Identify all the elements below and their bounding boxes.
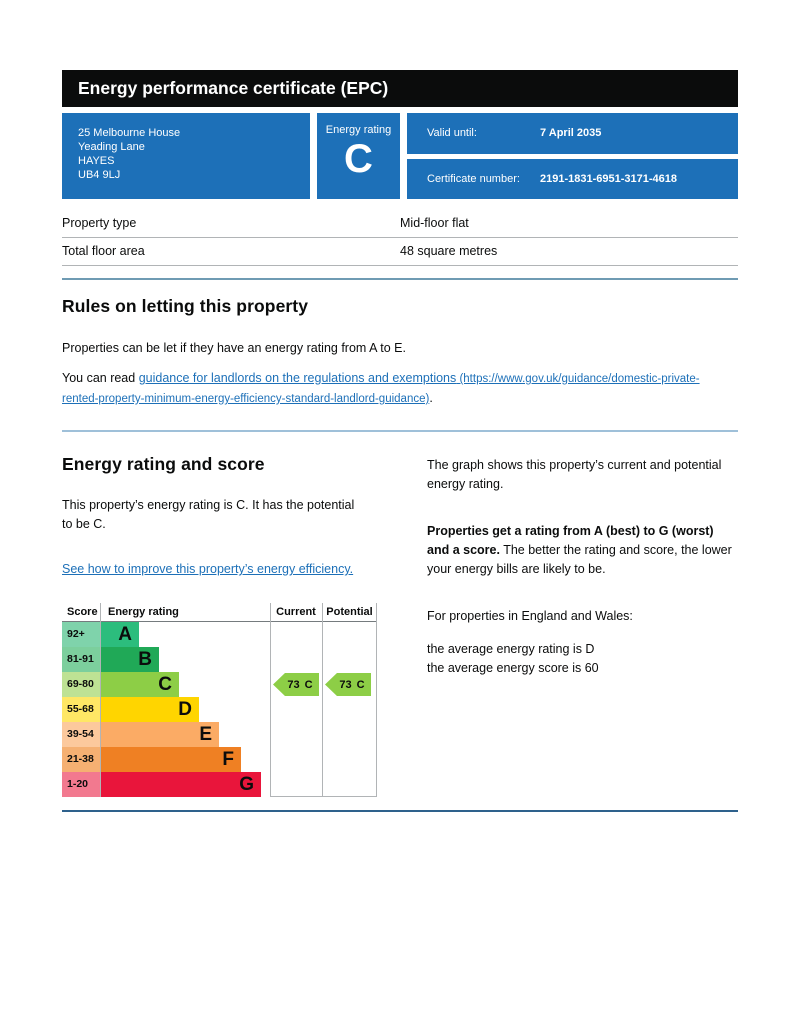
address-line-2: Yeading Lane (78, 141, 145, 153)
section-divider (62, 810, 738, 812)
band-c-bar: C (100, 672, 179, 697)
energy-rating-box: Energy rating C (317, 113, 400, 199)
band-row-f: 21-38 F (62, 747, 377, 772)
epc-document: Energy performance certificate (EPC) 25 … (62, 70, 738, 812)
band-g-score-range: 1-20 (62, 772, 100, 797)
band-row-b: 81-91 B (62, 647, 377, 672)
rating-explanation-bold: Properties get a rating from A (best) to… (427, 524, 714, 557)
band-b-bar: B (100, 647, 159, 672)
property-details-table: Property type Mid-floor flat Total floor… (62, 210, 738, 266)
rating-left-column: Energy rating and score This property’s … (62, 454, 402, 797)
band-a-letter: A (118, 624, 132, 645)
potential-rating-arrow: 73 C (325, 673, 371, 696)
band-e-letter: E (199, 724, 212, 745)
floor-area-value: 48 square metres (400, 244, 498, 258)
rating-section: Energy rating and score This property’s … (62, 454, 738, 797)
table-row: Property type Mid-floor flat (62, 210, 738, 238)
average-stats: the average energy rating is D the avera… (427, 640, 738, 678)
rating-intro: This property’s energy rating is C. It h… (62, 498, 355, 531)
page-title: Energy performance certificate (EPC) (78, 78, 389, 98)
potential-score: 73 (339, 678, 352, 691)
address-line-4: UB4 9LJ (78, 169, 121, 181)
address-line-3: HAYES (78, 155, 115, 167)
valid-until-row: Valid until: 7 April 2035 (407, 113, 738, 154)
chart-gridline (376, 603, 377, 797)
rating-heading: Energy rating and score (62, 454, 265, 474)
band-row-c: 69-80 C (62, 672, 377, 697)
property-type-value: Mid-floor flat (400, 216, 469, 230)
chart-gridline (322, 603, 323, 797)
band-row-d: 55-68 D (62, 697, 377, 722)
band-d-score-range: 55-68 (62, 697, 100, 722)
rules-heading: Rules on letting this property (62, 296, 309, 316)
band-f-bar: F (100, 747, 241, 772)
band-row-e: 39-54 E (62, 722, 377, 747)
table-row: Total floor area 48 square metres (62, 238, 738, 266)
band-g-letter: G (239, 774, 254, 795)
document-title-bar: Energy performance certificate (EPC) (62, 70, 738, 107)
epc-rating-chart: Score Energy rating Current Potential 92… (62, 603, 377, 797)
england-wales-intro: For properties in England and Wales: (427, 609, 633, 623)
landlord-guidance-link-url: (https://www.gov.uk/guidance/domestic-pr… (62, 373, 700, 405)
rules-section: Rules on letting this property Propertie… (62, 296, 738, 409)
chart-gridline (270, 796, 377, 797)
rules-paragraph: Properties can be let if they have an en… (62, 341, 406, 355)
band-c-score-range: 69-80 (62, 672, 100, 697)
valid-until-label: Valid until: (427, 127, 477, 140)
floor-area-label: Total floor area (62, 244, 145, 258)
current-score: 73 (287, 678, 300, 691)
valid-until-value: 7 April 2035 (540, 127, 602, 140)
band-row-g: 1-20 G (62, 772, 377, 797)
band-d-letter: D (178, 699, 192, 720)
property-address-box: 25 Melbourne House Yeading Lane HAYES UB… (62, 113, 310, 199)
chart-column-current: Current (276, 606, 316, 618)
guidance-suffix: . (429, 391, 433, 405)
energy-rating-label: Energy rating (325, 124, 392, 136)
rating-explanation: Properties get a rating from A (best) to… (427, 522, 738, 579)
certificate-summary: 25 Melbourne House Yeading Lane HAYES UB… (62, 113, 738, 199)
band-c-letter: C (158, 674, 172, 695)
band-e-score-range: 39-54 (62, 722, 100, 747)
band-a-bar: A (100, 622, 139, 647)
band-f-score-range: 21-38 (62, 747, 100, 772)
address-line-1: 25 Melbourne House (78, 127, 181, 139)
average-rating-line: the average energy rating is D (427, 642, 595, 656)
current-grade: C (304, 678, 313, 691)
chart-column-potential: Potential (326, 606, 373, 618)
potential-grade: C (356, 678, 365, 691)
band-a-score-range: 92+ (62, 622, 100, 647)
improve-efficiency-link[interactable]: See how to improve this property’s energ… (62, 562, 354, 576)
section-divider (62, 430, 738, 432)
average-score-line: the average energy score is 60 (427, 661, 599, 675)
band-d-bar: D (100, 697, 199, 722)
guidance-paragraph: You can read guidance for landlords on t… (62, 369, 722, 409)
rating-right-column: The graph shows this property’s current … (427, 454, 738, 797)
property-type-label: Property type (62, 216, 137, 230)
guidance-prefix: You can read (62, 371, 139, 385)
energy-rating-value: C (344, 137, 373, 181)
band-e-bar: E (100, 722, 219, 747)
graph-description: The graph shows this property’s current … (427, 458, 722, 491)
chart-gridline (100, 603, 101, 797)
band-f-letter: F (222, 749, 234, 770)
rating-explanation-rest: The better the rating and score, the low… (427, 543, 732, 576)
band-g-bar: G (100, 772, 261, 797)
chart-column-rating: Energy rating (108, 606, 179, 618)
chart-column-score: Score (67, 606, 98, 618)
chart-gridline (270, 603, 271, 797)
chart-header: Score Energy rating Current Potential (62, 603, 377, 622)
current-rating-arrow: 73 C (273, 673, 319, 696)
landlord-guidance-link[interactable]: guidance for landlords on the regulation… (62, 371, 700, 405)
section-divider (62, 278, 738, 280)
certificate-number-label: Certificate number: (427, 172, 520, 185)
band-row-a: 92+ A (62, 622, 377, 647)
certificate-number-row: Certificate number: 2191-1831-6951-3171-… (407, 158, 738, 199)
validity-box: Valid until: 7 April 2035 Certificate nu… (407, 113, 738, 199)
band-b-score-range: 81-91 (62, 647, 100, 672)
band-b-letter: B (138, 649, 152, 670)
landlord-guidance-link-text: guidance for landlords on the regulation… (138, 371, 457, 385)
certificate-number-value: 2191-1831-6951-3171-4618 (540, 172, 678, 185)
